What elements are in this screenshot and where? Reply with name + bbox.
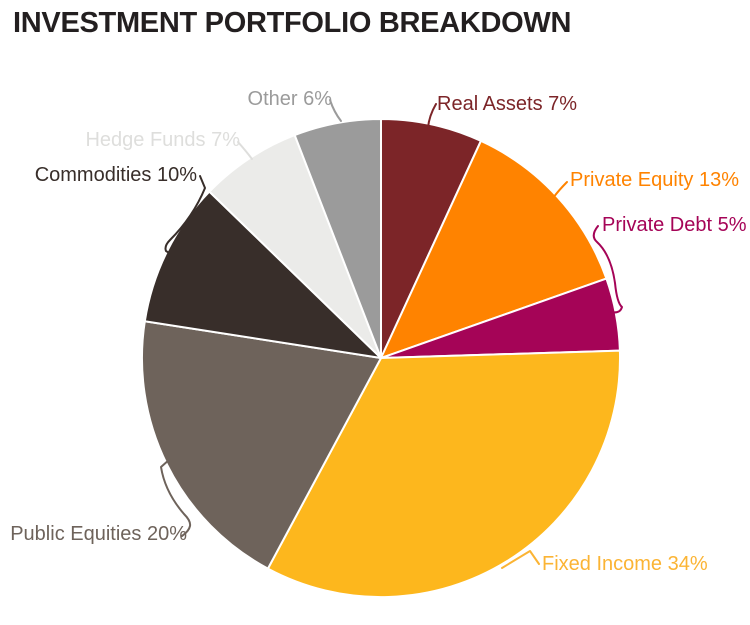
slice-label-private-equity: Private Equity 13% xyxy=(570,169,739,191)
slice-label-hedge-funds: Hedge Funds 7% xyxy=(85,129,240,151)
pie-slice-other xyxy=(293,117,382,359)
slice-label-fixed-income: Fixed Income 34% xyxy=(542,553,708,575)
leader-public-equities xyxy=(160,458,192,537)
leader-lines xyxy=(160,99,623,569)
leader-other xyxy=(329,99,342,122)
chart-title: INVESTMENT PORTFOLIO BREAKDOWN xyxy=(13,7,572,39)
leader-private-equity xyxy=(552,181,568,199)
slice-label-commodities: Commodities 10% xyxy=(35,164,198,186)
slice-label-other: Other 6% xyxy=(248,88,333,110)
leader-fixed-income xyxy=(501,550,540,569)
leader-commodities xyxy=(164,175,206,257)
slice-label-public-equities: Public Equities 20% xyxy=(10,523,187,545)
pie-slice-fixed-income xyxy=(266,349,621,599)
pie-slice-hedge-funds xyxy=(208,134,382,359)
leader-private-debt xyxy=(592,225,623,314)
pie-slice-real-assets xyxy=(380,118,482,359)
leader-real-assets xyxy=(427,103,437,129)
leader-hedge-funds xyxy=(237,141,253,160)
slice-label-real-assets: Real Assets 7% xyxy=(437,93,577,115)
slice-labels: Real Assets 7% Private Equity 13% Privat… xyxy=(10,88,747,575)
pie-slice-public-equities xyxy=(140,320,382,570)
slice-label-private-debt: Private Debt 5% xyxy=(602,214,747,236)
pie-slice-private-equity xyxy=(380,139,608,359)
pie-slices xyxy=(140,117,621,599)
